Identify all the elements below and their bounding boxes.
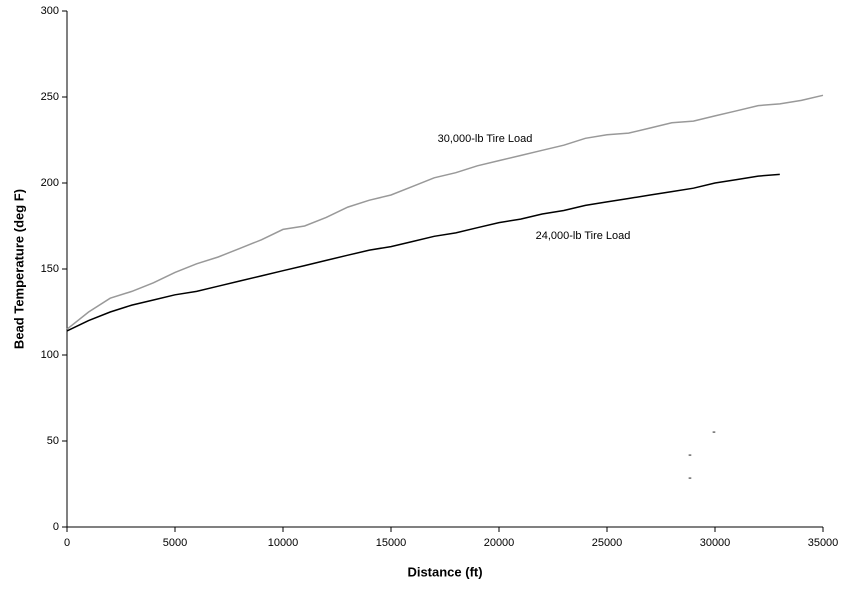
annotation: 30,000-lb Tire Load <box>438 133 533 145</box>
y-tick-label: 150 <box>41 263 59 275</box>
x-tick-label: 35000 <box>808 537 839 549</box>
annotation: - <box>688 472 692 484</box>
x-tick-label: 0 <box>64 537 70 549</box>
x-tick-label: 25000 <box>592 537 623 549</box>
y-tick-label: 100 <box>41 349 59 361</box>
annotation: - <box>712 426 716 438</box>
x-tick-label: 10000 <box>268 537 299 549</box>
x-tick-label: 30000 <box>700 537 731 549</box>
series-line <box>66 173 780 332</box>
x-tick-label: 20000 <box>484 537 515 549</box>
annotation: - <box>688 449 692 461</box>
y-tick-label: 50 <box>47 435 59 447</box>
y-tick-label: 300 <box>41 5 59 17</box>
x-tick-label: 5000 <box>163 537 187 549</box>
annotation: 24,000-lb Tire Load <box>536 230 631 242</box>
y-tick-label: 250 <box>41 91 59 103</box>
y-tick-label: 200 <box>41 177 59 189</box>
x-tick-label: 15000 <box>376 537 407 549</box>
series-line <box>66 94 824 330</box>
y-tick-label: 0 <box>53 521 59 533</box>
x-axis-title: Distance (ft) <box>407 564 482 579</box>
y-axis-title: Bead Temperature (deg F) <box>11 189 26 349</box>
